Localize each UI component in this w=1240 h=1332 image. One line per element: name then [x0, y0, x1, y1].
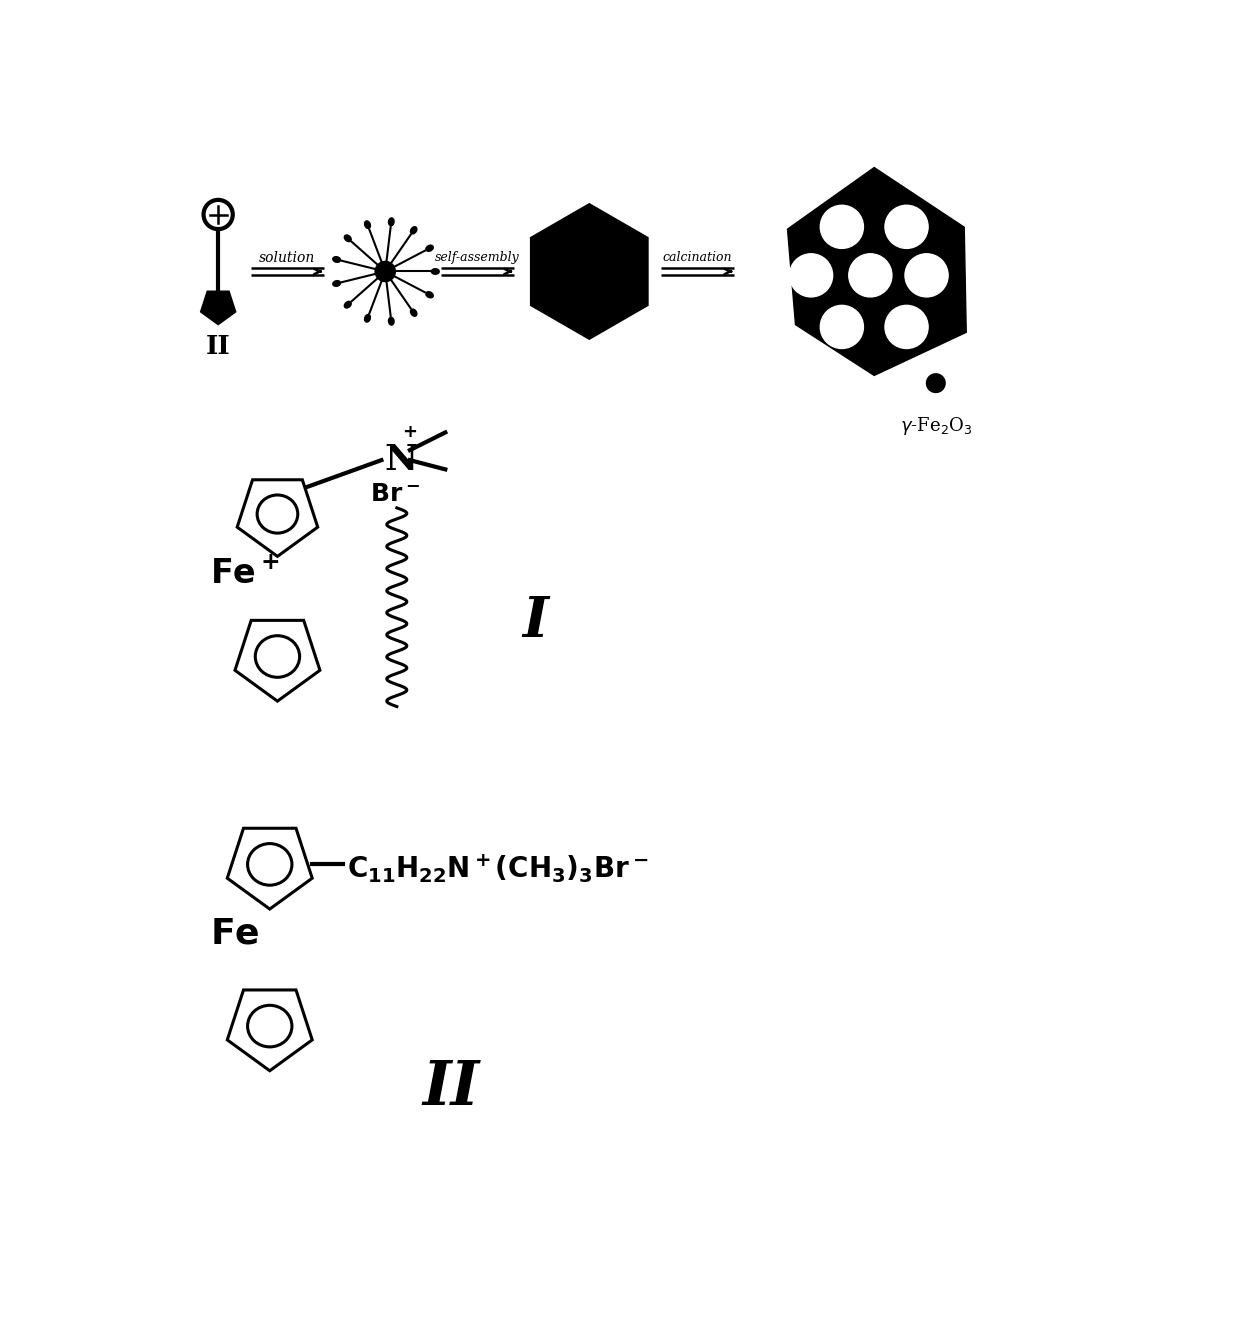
Text: II: II [422, 1058, 480, 1118]
Text: $\mathbf{Br^-}$: $\mathbf{Br^-}$ [370, 482, 419, 506]
Ellipse shape [388, 217, 394, 226]
Text: N: N [384, 444, 417, 477]
Ellipse shape [343, 234, 352, 242]
Ellipse shape [430, 268, 440, 274]
Polygon shape [787, 168, 966, 376]
Ellipse shape [388, 317, 394, 326]
Ellipse shape [343, 301, 352, 309]
Circle shape [790, 254, 832, 297]
Text: $\mathbf{C_{11}H_{22}N^+(CH_3)_3Br^-}$: $\mathbf{C_{11}H_{22}N^+(CH_3)_3Br^-}$ [347, 852, 649, 884]
Circle shape [849, 254, 892, 297]
Circle shape [374, 261, 396, 282]
Circle shape [821, 205, 863, 248]
Circle shape [905, 254, 949, 297]
Ellipse shape [332, 280, 341, 286]
Circle shape [885, 305, 928, 349]
Text: $\mathbf{Fe^+}$: $\mathbf{Fe^+}$ [211, 557, 280, 590]
Ellipse shape [409, 226, 418, 234]
Ellipse shape [363, 220, 371, 229]
Circle shape [926, 373, 946, 393]
Ellipse shape [425, 245, 434, 252]
Text: +: + [403, 424, 418, 441]
Ellipse shape [409, 309, 418, 317]
Ellipse shape [425, 290, 434, 298]
Text: solution: solution [259, 250, 315, 265]
Text: $\gamma$-Fe$_2$O$_3$: $\gamma$-Fe$_2$O$_3$ [899, 416, 972, 437]
Polygon shape [531, 204, 649, 340]
Text: self-assembly: self-assembly [435, 252, 520, 264]
Text: I: I [522, 594, 548, 649]
Ellipse shape [332, 256, 341, 262]
Text: II: II [206, 334, 231, 358]
Text: calcination: calcination [662, 252, 733, 264]
Text: $\mathbf{Fe}$: $\mathbf{Fe}$ [211, 916, 260, 951]
Ellipse shape [363, 314, 371, 322]
Polygon shape [201, 292, 236, 325]
Circle shape [821, 305, 863, 349]
Circle shape [885, 205, 928, 248]
